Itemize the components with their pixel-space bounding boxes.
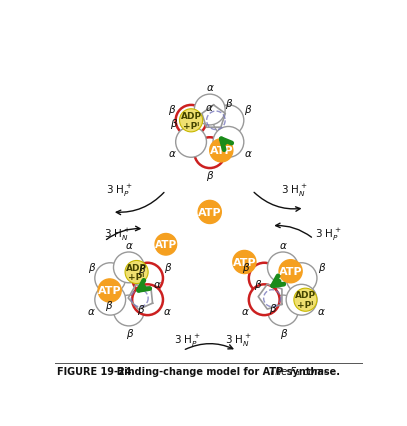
Circle shape [155, 234, 177, 256]
Circle shape [176, 127, 206, 158]
Circle shape [286, 285, 317, 315]
Text: α: α [206, 83, 213, 93]
Circle shape [132, 263, 163, 294]
Circle shape [132, 285, 163, 315]
Text: ADP
+Pᴵ: ADP +Pᴵ [181, 112, 201, 130]
Text: α: α [317, 306, 324, 316]
Text: 3 H$_P^+$: 3 H$_P^+$ [106, 182, 133, 198]
Circle shape [195, 138, 225, 169]
Text: α: α [153, 280, 160, 290]
Circle shape [125, 261, 148, 284]
Text: α: α [206, 102, 213, 112]
Text: β: β [242, 262, 248, 272]
Circle shape [114, 295, 144, 326]
Text: α: α [244, 149, 251, 158]
Circle shape [98, 279, 121, 302]
Text: ADP
+Pᴵ: ADP +Pᴵ [295, 291, 316, 309]
Text: β: β [269, 303, 276, 313]
Text: ATP: ATP [155, 240, 177, 250]
Text: 3 H$_N^+$: 3 H$_N^+$ [225, 332, 252, 348]
Circle shape [213, 127, 244, 158]
Text: 3 H$_N^+$: 3 H$_N^+$ [281, 182, 308, 198]
Text: α: α [241, 306, 248, 316]
Text: β: β [105, 300, 112, 311]
Text: α: α [164, 306, 171, 316]
Text: α: α [168, 149, 175, 158]
Text: β: β [138, 265, 145, 274]
Circle shape [176, 106, 206, 136]
Circle shape [213, 106, 244, 136]
Circle shape [267, 252, 298, 283]
Text: β: β [225, 99, 232, 109]
Text: 3 H$_P^+$: 3 H$_P^+$ [315, 227, 342, 243]
Text: ADP
+Pᴵ: ADP +Pᴵ [126, 263, 147, 282]
Text: The F₁ com-: The F₁ com- [266, 366, 327, 376]
Text: β: β [254, 280, 260, 290]
Text: 3 H$_P^+$: 3 H$_P^+$ [173, 332, 200, 348]
Text: β: β [88, 262, 94, 272]
Text: β: β [168, 105, 175, 115]
Text: ATP: ATP [279, 267, 302, 276]
Circle shape [95, 285, 126, 315]
Circle shape [233, 251, 256, 274]
Circle shape [249, 263, 280, 294]
Circle shape [267, 295, 298, 326]
Circle shape [249, 285, 280, 315]
Text: β: β [137, 304, 143, 314]
Text: Binding-change model for ATP synthase.: Binding-change model for ATP synthase. [110, 366, 340, 376]
Text: ATP: ATP [98, 286, 121, 296]
Text: β: β [280, 328, 286, 338]
Circle shape [294, 288, 317, 311]
Circle shape [195, 95, 225, 126]
Text: ATP: ATP [210, 146, 233, 156]
Circle shape [114, 252, 144, 283]
Text: α: α [88, 306, 94, 316]
Circle shape [198, 201, 221, 224]
Text: α: α [280, 241, 287, 250]
Text: β: β [245, 105, 251, 115]
Text: β: β [206, 170, 213, 181]
Text: β: β [164, 262, 170, 272]
Text: β: β [170, 118, 177, 128]
Circle shape [210, 139, 233, 162]
Text: α: α [125, 241, 132, 250]
Circle shape [286, 263, 317, 294]
Text: β: β [317, 262, 324, 272]
Text: FIGURE 19-24: FIGURE 19-24 [57, 366, 131, 376]
Text: 3 H$_N^+$: 3 H$_N^+$ [104, 226, 131, 242]
Text: ATP: ATP [198, 207, 221, 217]
Circle shape [279, 260, 302, 283]
Circle shape [179, 109, 203, 132]
Text: β: β [126, 328, 132, 338]
Circle shape [95, 263, 126, 294]
Text: ATP: ATP [232, 257, 256, 268]
